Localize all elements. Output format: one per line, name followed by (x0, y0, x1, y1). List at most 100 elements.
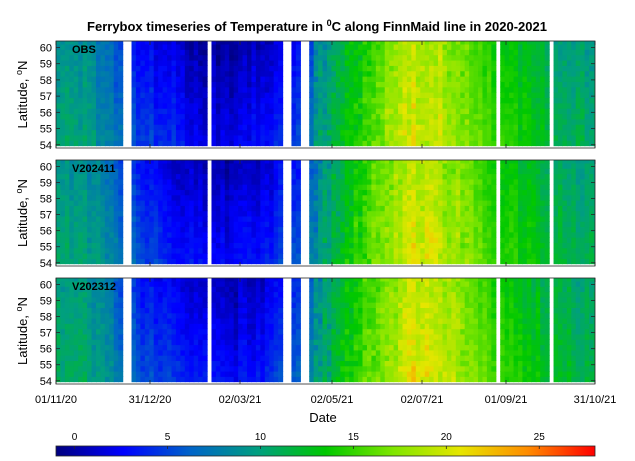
heatmap-cell (366, 231, 372, 238)
heatmap-cell (104, 43, 110, 50)
heatmap-cell (531, 70, 537, 77)
heatmap-cell (73, 242, 79, 249)
heatmap-cell (393, 221, 399, 228)
heatmap-cell (167, 86, 173, 93)
heatmap-cell (278, 221, 284, 228)
heatmap-cell (149, 215, 155, 222)
heatmap-cell (575, 43, 581, 50)
heatmap-cell (478, 129, 484, 136)
heatmap-cell (398, 178, 404, 185)
heatmap-cell (202, 86, 208, 93)
heatmap-cell (522, 81, 528, 88)
heatmap-cell (278, 49, 284, 56)
heatmap-cell (153, 231, 159, 238)
heatmap-cell (335, 59, 341, 66)
heatmap-cell (56, 365, 62, 372)
heatmap-cell (100, 59, 106, 66)
heatmap-cell (82, 242, 88, 249)
heatmap-cell (184, 118, 190, 125)
heatmap-cell (109, 43, 115, 50)
heatmap-cell (518, 231, 524, 238)
heatmap-cell (144, 65, 150, 72)
heatmap-cell (326, 86, 333, 93)
heatmap-cell (340, 168, 346, 175)
heatmap-cell (242, 247, 248, 254)
heatmap-cell (73, 102, 79, 109)
heatmap-cell (149, 189, 155, 196)
heatmap-cell (118, 221, 124, 228)
heatmap-cell (429, 215, 435, 222)
heatmap-cell (358, 70, 364, 77)
heatmap-cell (589, 258, 595, 265)
heatmap-cell (255, 242, 261, 249)
heatmap-cell (442, 178, 448, 185)
heatmap-cell (353, 102, 359, 109)
heatmap-cell (344, 215, 350, 222)
heatmap-cell (451, 76, 457, 82)
heatmap-cell (380, 49, 386, 56)
heatmap-cell (56, 81, 62, 88)
heatmap-cell (482, 199, 488, 206)
heatmap-cell (104, 189, 110, 196)
heatmap-cell (64, 370, 70, 377)
heatmap-cell (406, 210, 412, 217)
heatmap-cell (424, 231, 430, 238)
heatmap-cell (540, 168, 546, 175)
heatmap-cell (557, 252, 564, 259)
heatmap-cell (162, 81, 168, 88)
heatmap-cell (557, 76, 564, 82)
heatmap-cell (535, 134, 541, 141)
heatmap-cell (486, 54, 492, 61)
heatmap-cell (167, 184, 173, 190)
heatmap-cell (518, 242, 524, 249)
heatmap-cell (220, 160, 226, 164)
heatmap-cell (335, 92, 341, 99)
heatmap-cell (469, 92, 475, 99)
heatmap-cell (398, 242, 404, 249)
heatmap-cell (371, 97, 377, 104)
heatmap-cell (73, 328, 79, 335)
heatmap-cell (56, 286, 62, 293)
heatmap-cell (473, 199, 479, 206)
heatmap-cell (540, 134, 546, 141)
heatmap-cell (486, 215, 492, 222)
heatmap-cell (571, 237, 577, 243)
heatmap-cell (82, 365, 88, 372)
heatmap-cell (464, 129, 470, 136)
heatmap-cell (571, 173, 577, 180)
heatmap-cell (566, 59, 572, 66)
heatmap-cell (464, 231, 470, 238)
heatmap-cell (135, 92, 141, 99)
heatmap-cell (215, 118, 221, 125)
heatmap-cell (87, 54, 93, 61)
heatmap-cell (504, 140, 510, 147)
heatmap-cell (393, 210, 399, 217)
heatmap-cell (318, 199, 324, 206)
heatmap-cell (344, 97, 350, 104)
heatmap-cell (78, 134, 84, 141)
heatmap-cell (406, 49, 412, 56)
heatmap-cell (553, 168, 559, 175)
heatmap-cell (56, 41, 62, 45)
heatmap-cell (318, 168, 324, 175)
heatmap-cell (60, 339, 66, 346)
heatmap-cell (104, 242, 110, 249)
heatmap-cell (171, 168, 177, 175)
heatmap-cell (331, 173, 337, 180)
heatmap-cell (509, 210, 515, 217)
heatmap-cell (118, 210, 124, 217)
heatmap-cell (584, 86, 590, 93)
heatmap-cell (78, 129, 84, 136)
heatmap-cell (562, 76, 568, 82)
heatmap-cell (255, 173, 261, 180)
heatmap-cell (500, 113, 506, 120)
heatmap-cell (273, 54, 279, 61)
heatmap-cell (238, 92, 244, 99)
heatmap-cell (193, 237, 199, 243)
heatmap-cell (109, 160, 115, 164)
heatmap-cell (140, 189, 146, 196)
heatmap-cell (420, 247, 426, 254)
heatmap-cell (580, 70, 586, 77)
heatmap-cell (566, 118, 572, 125)
heatmap-cell (158, 178, 164, 185)
